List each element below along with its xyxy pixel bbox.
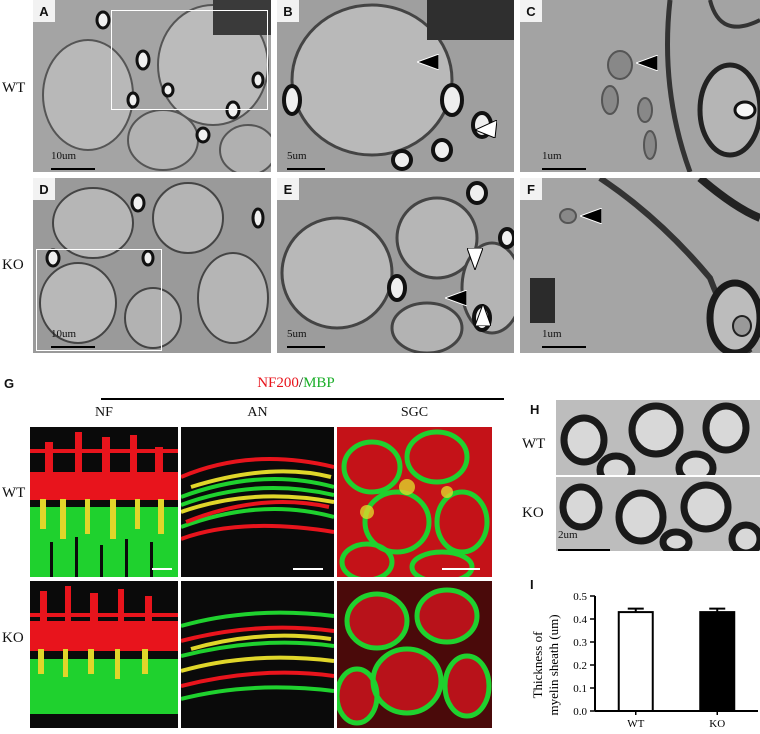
em-image-d: [33, 178, 271, 353]
fluor-image-wt-nf: [30, 427, 178, 577]
scalebar-f: 1um: [542, 328, 586, 348]
arrowhead-black-f: [580, 208, 602, 224]
scalebar-label-b: 5um: [287, 150, 307, 162]
h-image-ko: 2um: [556, 477, 760, 551]
scalebar-label-e: 5um: [287, 328, 307, 340]
chart-x-tick-label: WT: [627, 718, 644, 730]
column-label-an: AN: [247, 405, 268, 420]
arrowhead-black-e: [445, 290, 467, 306]
em-panel-d: D 10um: [33, 178, 271, 353]
zoom-box-d: [36, 249, 162, 351]
scalebar-d: 10um: [51, 328, 95, 348]
em-image-b: [277, 0, 514, 172]
em-panel-b: B 5um: [277, 0, 514, 172]
em-image-c: [520, 0, 760, 172]
chart-x-tick-label: KO: [709, 718, 725, 730]
chart-bar-wt: [617, 611, 654, 713]
chart-ylabel-line2: myelin sheath (um): [546, 614, 561, 715]
column-label-nf: NF: [95, 405, 113, 420]
chart-y-tick-label: 0.1: [573, 683, 587, 695]
scalebar-label-a: 10um: [51, 150, 77, 162]
scalebar-label-d: 10um: [51, 328, 77, 340]
scalebar-label-h: 2um: [558, 529, 578, 541]
h-image-wt: [556, 400, 760, 475]
chart-y-tick-label: 0.0: [573, 706, 587, 718]
em-panel-a: A 10um: [33, 0, 271, 172]
panel-label-g: G: [4, 376, 15, 391]
arrowhead-white-b: [475, 120, 497, 138]
fluor-header-sep: /: [298, 375, 304, 391]
arrowhead-black-c: [636, 55, 658, 71]
em-row-label-ko: KO: [2, 257, 24, 273]
h-row-label-ko: KO: [522, 505, 544, 521]
arrowhead-black-b: [417, 54, 439, 70]
panel-label-h: H: [530, 402, 540, 417]
panel-label-b: B: [277, 0, 299, 22]
fluor-row-label-wt: WT: [2, 485, 26, 501]
scalebar-g-an: [293, 568, 323, 570]
scalebar-b: 5um: [287, 150, 325, 170]
zoom-box-a: [111, 10, 268, 110]
column-label-sgc: SGC: [400, 405, 429, 420]
scalebar-g-nf: [152, 568, 172, 570]
fluor-header-rule: [101, 398, 504, 400]
scalebar-c: 1um: [542, 150, 586, 170]
em-panel-f: F 1um: [520, 178, 760, 353]
em-row-label-wt: WT: [2, 80, 26, 96]
panel-label-a: A: [33, 0, 55, 22]
em-panel-e: E 5um: [277, 178, 514, 353]
fluor-header: NF200/MBP: [180, 375, 412, 392]
chart-y-tick-label: 0.5: [573, 591, 587, 603]
scalebar-label-c: 1um: [542, 150, 562, 162]
chart-y-tick-label: 0.4: [573, 614, 587, 626]
scalebar-a: 10um: [51, 150, 95, 170]
chart-y-tick-label: 0.2: [573, 660, 587, 672]
fluor-image-ko-an: [181, 581, 334, 728]
chart-y-tick-label: 0.3: [573, 637, 587, 649]
fluor-image-wt-sgc: [337, 427, 492, 577]
fluor-image-ko-sgc: [337, 581, 492, 728]
bar-chart-myelin-thickness: Thickness of myelin sheath (um) 0.0 0.1 0.…: [530, 591, 758, 730]
fluor-row-label-ko: KO: [2, 630, 24, 646]
em-image-a: [33, 0, 271, 172]
panel-label-c: C: [520, 0, 542, 22]
arrowhead-white-e-top: [467, 248, 483, 270]
h-row-label-wt: WT: [522, 436, 546, 452]
chart-ylabel-line1: Thickness of: [530, 631, 545, 698]
fluor-image-ko-nf: [30, 581, 178, 728]
em-image-f: [520, 178, 760, 353]
panel-label-f: F: [520, 178, 542, 200]
fluor-image-wt-an: [181, 427, 334, 577]
em-panel-c: C 1um: [520, 0, 760, 172]
arrowhead-white-e-bottom: [475, 304, 491, 326]
panel-label-e: E: [277, 178, 299, 200]
fluor-header-red: NF200: [257, 375, 299, 391]
fluor-header-green: MBP: [303, 375, 335, 391]
chart-bar-ko: [699, 611, 736, 713]
scalebar-h: 2um: [558, 529, 610, 551]
panel-label-d: D: [33, 178, 55, 200]
scalebar-g-sgc: [442, 568, 480, 570]
scalebar-label-f: 1um: [542, 328, 562, 340]
scalebar-e: 5um: [287, 328, 325, 348]
panel-label-i: I: [530, 577, 534, 592]
